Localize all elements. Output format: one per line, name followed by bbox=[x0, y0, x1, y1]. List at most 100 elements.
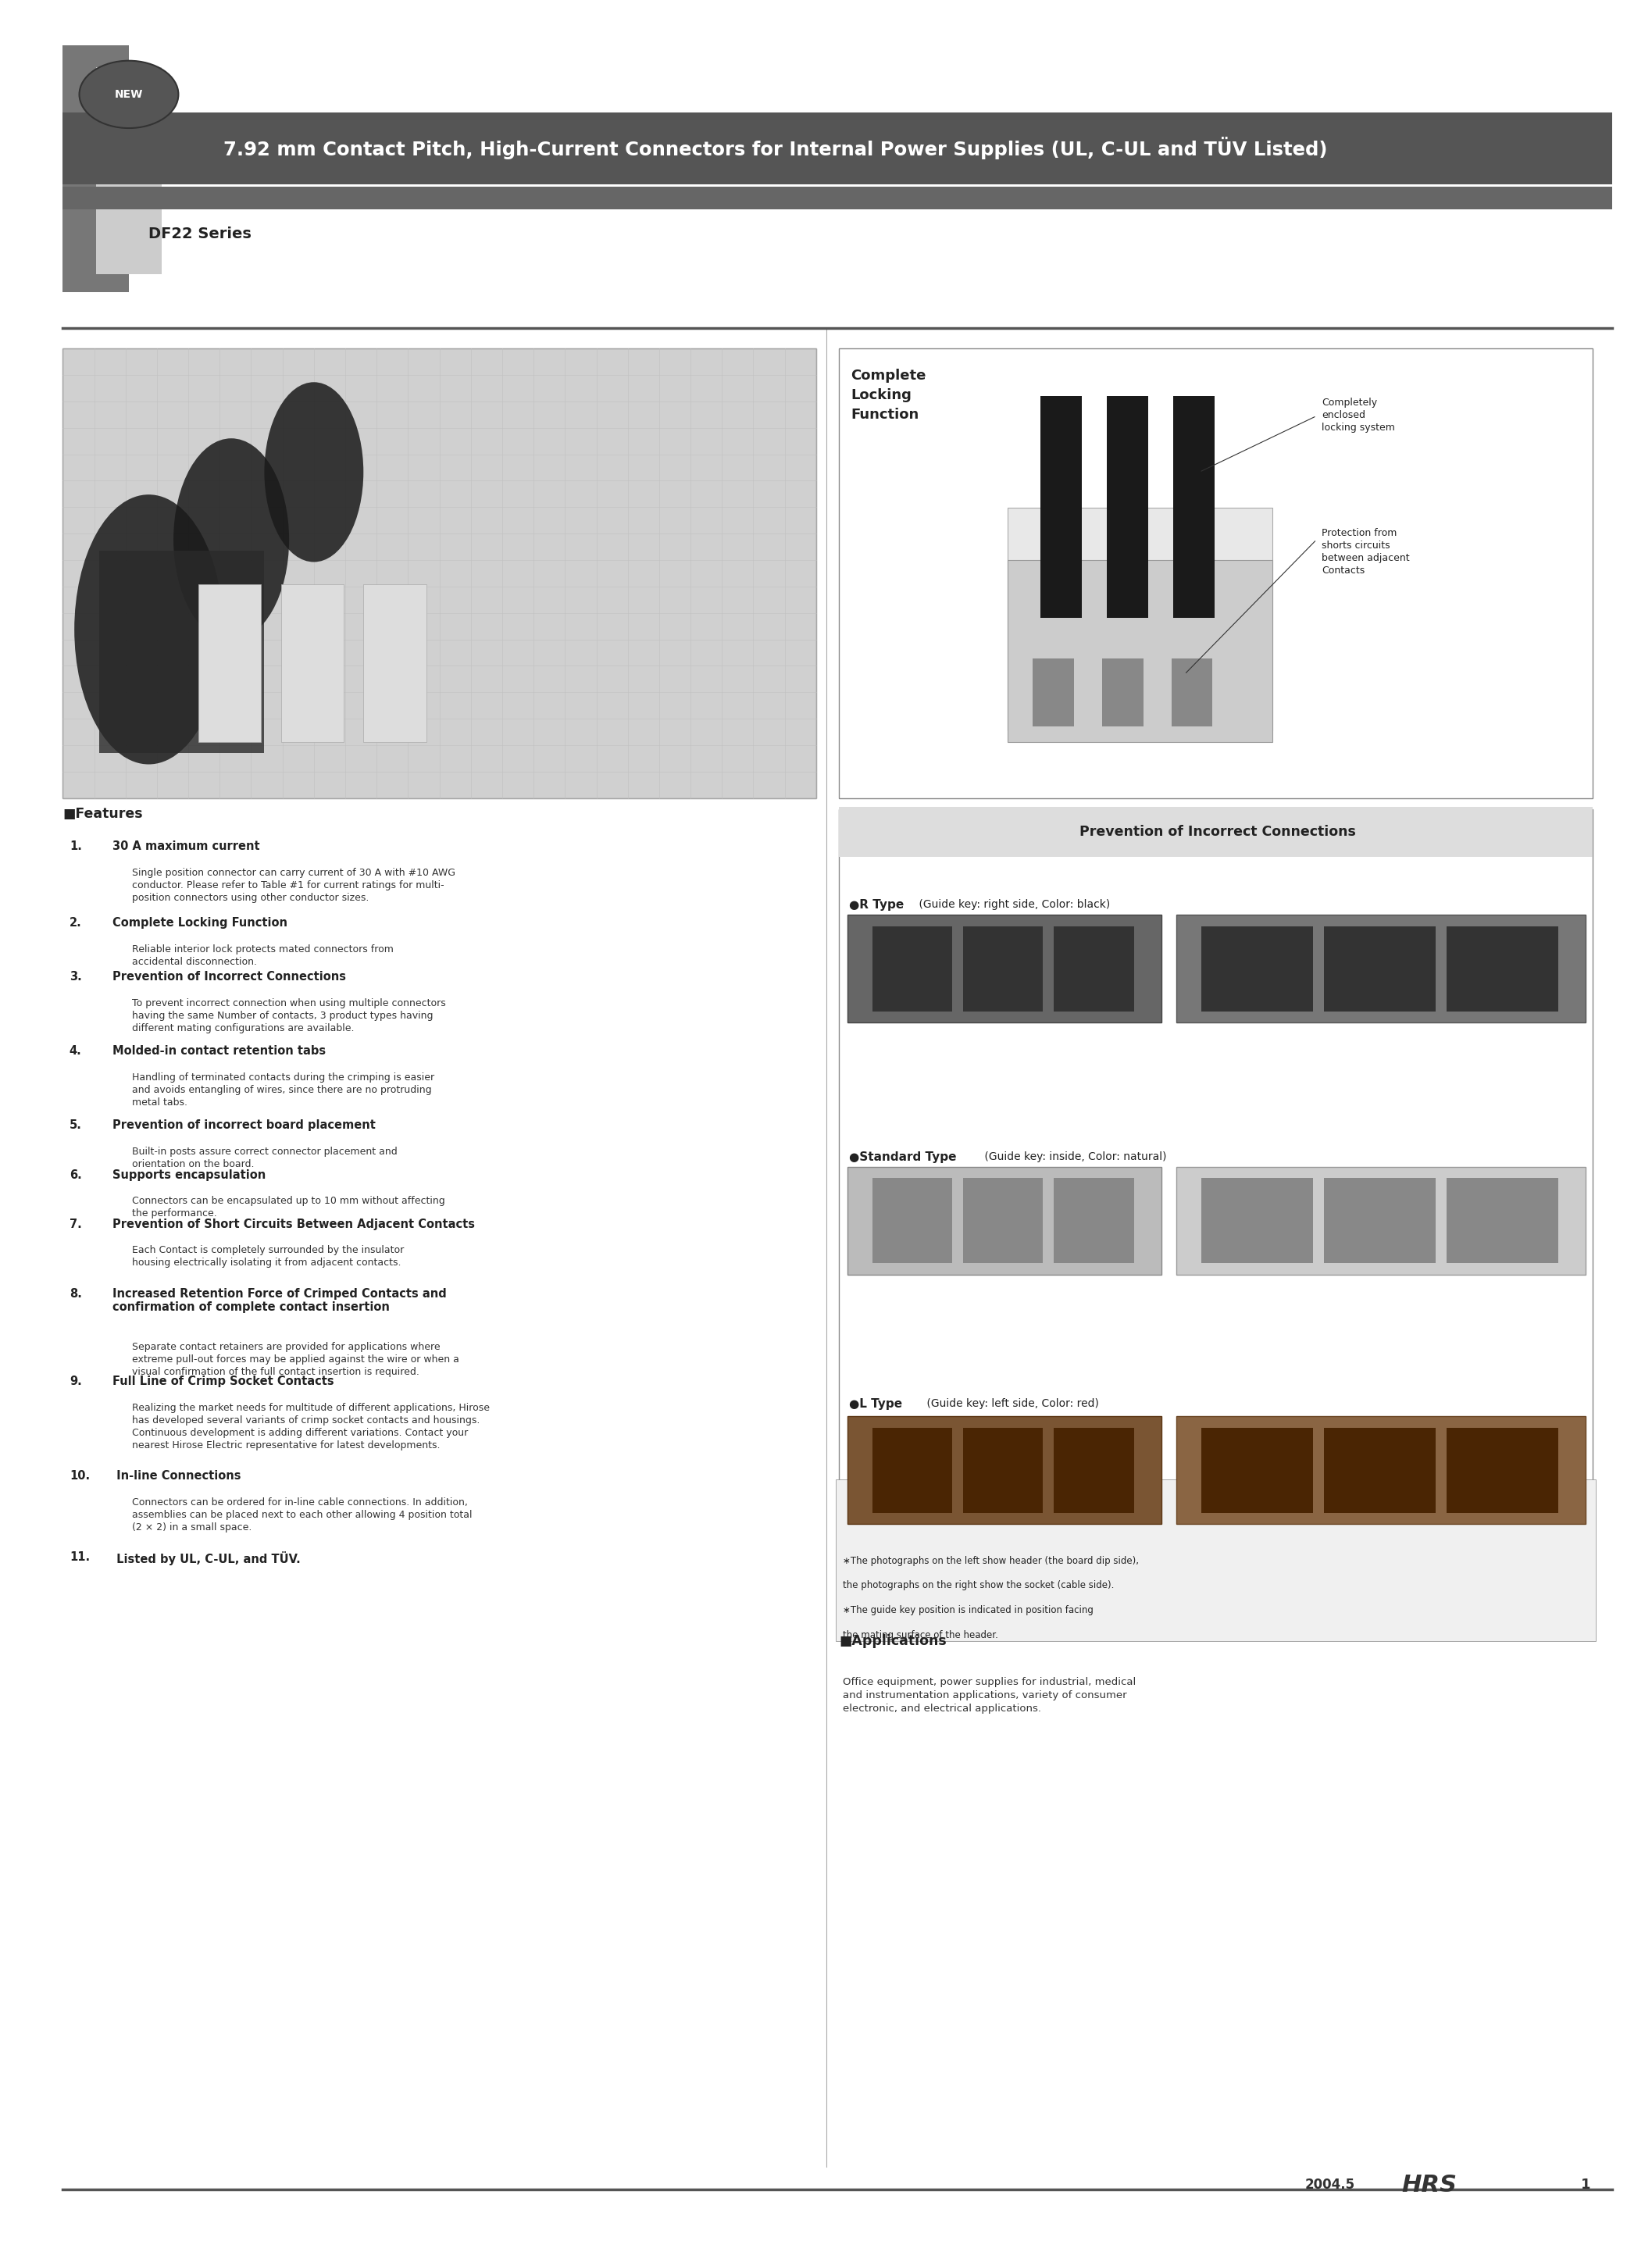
Text: Full Line of Crimp Socket Contacts: Full Line of Crimp Socket Contacts bbox=[112, 1376, 334, 1387]
Text: To prevent incorrect connection when using multiple connectors
having the same N: To prevent incorrect connection when usi… bbox=[132, 998, 446, 1034]
Text: ●R Type: ●R Type bbox=[849, 899, 904, 910]
Text: Reliable interior lock protects mated connectors from
accidental disconnection.: Reliable interior lock protects mated co… bbox=[132, 944, 393, 967]
Bar bbox=[1176, 915, 1586, 1023]
Text: Listed by UL, C-UL, and TÜV.: Listed by UL, C-UL, and TÜV. bbox=[112, 1551, 301, 1565]
Bar bbox=[839, 348, 1593, 798]
Text: Molded-in contact retention tabs: Molded-in contact retention tabs bbox=[112, 1045, 325, 1057]
Bar bbox=[1176, 1416, 1586, 1524]
Bar bbox=[847, 1416, 1161, 1524]
Bar bbox=[63, 348, 816, 798]
Ellipse shape bbox=[173, 438, 289, 641]
Bar bbox=[963, 926, 1042, 1012]
Text: 10.: 10. bbox=[69, 1470, 89, 1481]
Bar bbox=[198, 584, 261, 742]
Text: Separate contact retainers are provided for applications where
extreme pull-out : Separate contact retainers are provided … bbox=[132, 1342, 459, 1378]
Text: (Guide key: inside, Color: natural): (Guide key: inside, Color: natural) bbox=[981, 1151, 1166, 1162]
Bar bbox=[872, 1178, 952, 1263]
Bar bbox=[1102, 659, 1143, 726]
Ellipse shape bbox=[79, 61, 178, 128]
Text: 5.: 5. bbox=[69, 1120, 83, 1131]
Text: 2.: 2. bbox=[69, 917, 81, 928]
Text: (Guide key: left side, Color: red): (Guide key: left side, Color: red) bbox=[923, 1398, 1099, 1409]
Bar bbox=[63, 112, 1612, 184]
Text: Prevention of incorrect board placement: Prevention of incorrect board placement bbox=[112, 1120, 375, 1131]
Text: Complete Locking Function: Complete Locking Function bbox=[112, 917, 287, 928]
Ellipse shape bbox=[74, 495, 223, 764]
Bar bbox=[1447, 1427, 1558, 1513]
Text: ■Applications: ■Applications bbox=[839, 1634, 947, 1648]
Bar bbox=[1008, 560, 1272, 742]
Bar bbox=[1173, 396, 1214, 618]
Bar bbox=[847, 1167, 1161, 1275]
Text: 11.: 11. bbox=[69, 1551, 89, 1562]
Bar bbox=[1107, 396, 1148, 618]
Bar bbox=[1054, 926, 1133, 1012]
Bar bbox=[1176, 1167, 1586, 1275]
Ellipse shape bbox=[264, 382, 363, 562]
Text: 1.: 1. bbox=[69, 841, 83, 852]
Bar bbox=[847, 915, 1161, 1023]
Bar bbox=[836, 1479, 1596, 1641]
Text: 4.: 4. bbox=[69, 1045, 81, 1057]
Bar bbox=[281, 584, 344, 742]
Text: Protection from
shorts circuits
between adjacent
Contacts: Protection from shorts circuits between … bbox=[1322, 528, 1409, 575]
Text: Prevention of Short Circuits Between Adjacent Contacts: Prevention of Short Circuits Between Adj… bbox=[112, 1218, 474, 1230]
Bar bbox=[1041, 396, 1082, 618]
Text: NEW: NEW bbox=[114, 90, 144, 99]
Bar bbox=[1201, 1427, 1313, 1513]
Bar bbox=[63, 187, 1612, 209]
Text: Connectors can be ordered for in-line cable connections. In addition,
assemblies: Connectors can be ordered for in-line ca… bbox=[132, 1497, 472, 1533]
Text: the mating surface of the header.: the mating surface of the header. bbox=[843, 1630, 998, 1641]
Text: Prevention of Incorrect Connections: Prevention of Incorrect Connections bbox=[112, 971, 345, 982]
Text: 6.: 6. bbox=[69, 1169, 81, 1180]
Bar bbox=[99, 551, 264, 753]
Text: Completely
enclosed
locking system: Completely enclosed locking system bbox=[1322, 398, 1394, 434]
Text: 8.: 8. bbox=[69, 1288, 83, 1299]
Text: Office equipment, power supplies for industrial, medical
and instrumentation app: Office equipment, power supplies for ind… bbox=[843, 1677, 1135, 1713]
Text: Single position connector can carry current of 30 A with #10 AWG
conductor. Plea: Single position connector can carry curr… bbox=[132, 868, 456, 904]
Text: Increased Retention Force of Crimped Contacts and
confirmation of complete conta: Increased Retention Force of Crimped Con… bbox=[112, 1288, 446, 1313]
Bar bbox=[1171, 659, 1213, 726]
Text: (Guide key: right side, Color: black): (Guide key: right side, Color: black) bbox=[915, 899, 1110, 910]
Text: 1: 1 bbox=[1581, 2178, 1591, 2192]
Text: ●L Type: ●L Type bbox=[849, 1398, 902, 1409]
Text: ●Standard Type: ●Standard Type bbox=[849, 1151, 957, 1162]
Text: HRS: HRS bbox=[1401, 2174, 1457, 2196]
Text: ∗The photographs on the left show header (the board dip side),: ∗The photographs on the left show header… bbox=[843, 1556, 1138, 1567]
Bar bbox=[1054, 1427, 1133, 1513]
Text: Complete
Locking
Function: Complete Locking Function bbox=[851, 369, 927, 423]
Bar bbox=[96, 67, 162, 274]
Bar bbox=[1054, 1178, 1133, 1263]
Bar bbox=[63, 45, 129, 292]
Bar bbox=[872, 1427, 952, 1513]
Bar bbox=[1447, 926, 1558, 1012]
Text: Built-in posts assure correct connector placement and
orientation on the board.: Built-in posts assure correct connector … bbox=[132, 1146, 398, 1169]
Bar bbox=[839, 807, 1593, 856]
Bar bbox=[1323, 926, 1436, 1012]
Text: Prevention of Incorrect Connections: Prevention of Incorrect Connections bbox=[1079, 825, 1356, 839]
Text: Realizing the market needs for multitude of different applications, Hirose
has d: Realizing the market needs for multitude… bbox=[132, 1403, 491, 1450]
Text: Each Contact is completely surrounded by the insulator
housing electrically isol: Each Contact is completely surrounded by… bbox=[132, 1245, 405, 1268]
Bar bbox=[963, 1427, 1042, 1513]
Text: 9.: 9. bbox=[69, 1376, 81, 1387]
Text: 3.: 3. bbox=[69, 971, 81, 982]
Bar bbox=[1201, 1178, 1313, 1263]
Bar bbox=[963, 1178, 1042, 1263]
Bar bbox=[1032, 659, 1074, 726]
Text: the photographs on the right show the socket (cable side).: the photographs on the right show the so… bbox=[843, 1580, 1113, 1592]
Bar bbox=[363, 584, 426, 742]
Text: DF22 Series: DF22 Series bbox=[149, 227, 251, 241]
Bar bbox=[1447, 1178, 1558, 1263]
Bar bbox=[872, 926, 952, 1012]
Text: In-line Connections: In-line Connections bbox=[112, 1470, 241, 1481]
Bar bbox=[1323, 1427, 1436, 1513]
Bar bbox=[1201, 926, 1313, 1012]
Text: ■Features: ■Features bbox=[63, 807, 144, 821]
Text: 30 A maximum current: 30 A maximum current bbox=[112, 841, 259, 852]
Text: ∗The guide key position is indicated in position facing: ∗The guide key position is indicated in … bbox=[843, 1605, 1094, 1616]
Bar bbox=[1323, 1178, 1436, 1263]
Text: Supports encapsulation: Supports encapsulation bbox=[112, 1169, 266, 1180]
Text: Handling of terminated contacts during the crimping is easier
and avoids entangl: Handling of terminated contacts during t… bbox=[132, 1072, 434, 1108]
Bar bbox=[1008, 508, 1272, 731]
Text: 2004.5: 2004.5 bbox=[1305, 2178, 1355, 2192]
